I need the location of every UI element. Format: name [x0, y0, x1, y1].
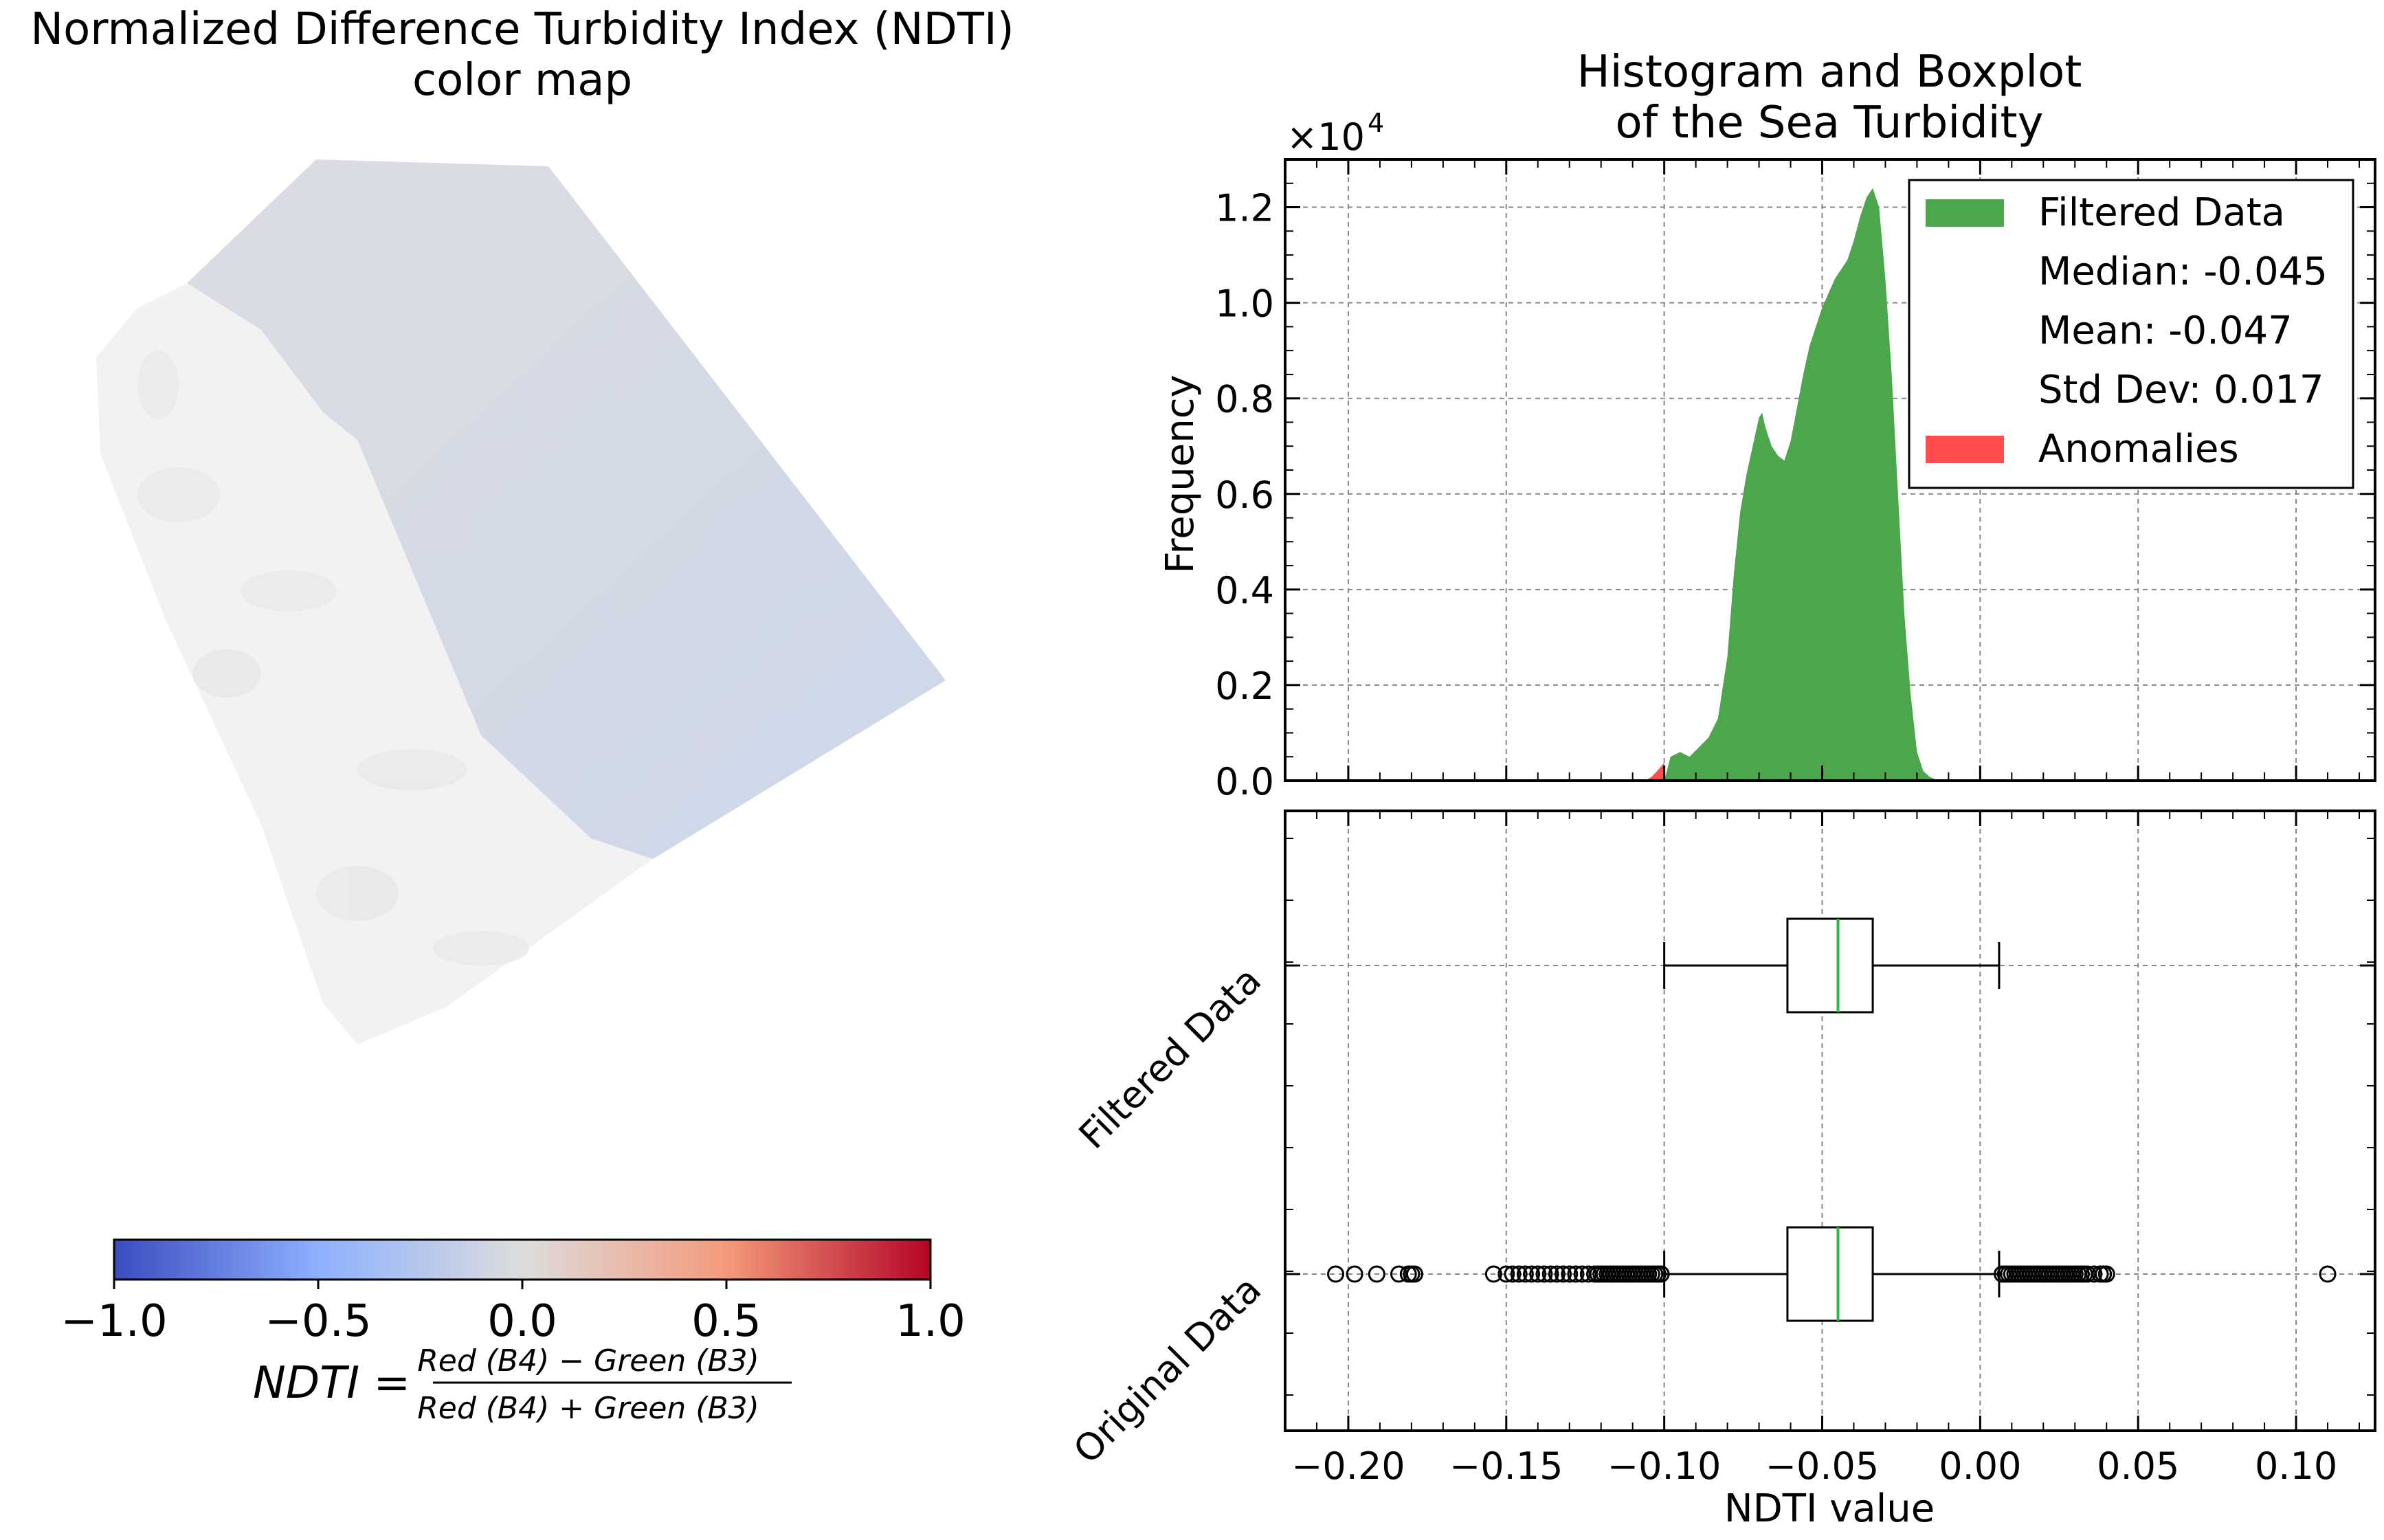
hist-y-tick-label: 0.8 — [1215, 378, 1274, 421]
land-texture — [137, 350, 529, 966]
boxplot-frame — [1284, 810, 2376, 1432]
box-outlier-point — [1529, 1265, 1547, 1283]
box-category-label: Filtered Data — [1071, 959, 1269, 1157]
legend-swatch-filtered — [1926, 199, 2004, 227]
box-outlier-point — [2085, 1265, 2103, 1283]
colorbar-tick-label: 0.5 — [691, 1296, 761, 1347]
sea-area — [187, 159, 946, 859]
chart-title-line2: of the Sea Turbidity — [1616, 98, 2044, 148]
colorbar-tick-label: 1.0 — [895, 1296, 966, 1347]
formula-lhs: NDTI = — [253, 1358, 410, 1409]
legend-swatch-anomalies — [1926, 436, 2004, 463]
box-iqr — [1786, 917, 1874, 1014]
x-tick-label: 0.00 — [1939, 1444, 2021, 1488]
box-outlier-point — [1561, 1265, 1579, 1283]
boxplot-grid — [1285, 811, 2375, 1431]
histogram-bars — [1645, 188, 1943, 781]
map-title-line1: Normalized Difference Turbidity Index (N… — [30, 4, 1014, 55]
y-multiplier: ×10 4 — [1286, 108, 1384, 159]
x-tick-label: −0.10 — [1607, 1444, 1721, 1488]
x-tick-label: −0.15 — [1449, 1444, 1563, 1488]
box-outlier-point — [1567, 1265, 1585, 1283]
legend-mean-label: Mean: -0.047 — [2038, 309, 2293, 353]
ndti-formula: NDTI = Red (B4) − Green (B3) Red (B4) + … — [253, 1343, 792, 1426]
box-outlier-point — [1327, 1265, 1345, 1283]
box-outlier-point — [1368, 1265, 1385, 1283]
hist-y-tick-label: 0.2 — [1215, 665, 1274, 708]
colorbar-tick-label: −1.0 — [60, 1296, 167, 1347]
hist-y-tick-label: 1.2 — [1215, 187, 1274, 230]
box-outlier-point — [1346, 1265, 1363, 1283]
boxplot-marks — [1327, 917, 2337, 1322]
chart-title-line1: Histogram and Boxplot — [1577, 47, 2082, 98]
box-outlier-point — [1497, 1265, 1515, 1283]
colorbar-tick-label: 0.0 — [487, 1296, 557, 1347]
box-outlier-point — [2319, 1265, 2337, 1283]
land-area — [96, 283, 653, 1045]
x-tick-label: −0.05 — [1765, 1444, 1879, 1488]
formula-numerator: Red (B4) − Green (B3) — [417, 1343, 759, 1379]
colorbar-tick-label: −0.5 — [265, 1296, 371, 1347]
box-outlier-point — [1548, 1265, 1566, 1283]
anomalies-area — [1645, 762, 1664, 781]
x-tick-label: 0.10 — [2255, 1444, 2337, 1488]
y-multiplier-exponent: 4 — [1368, 108, 1384, 138]
colorbar-gradient — [113, 1238, 932, 1281]
map-title-line2: color map — [412, 55, 632, 106]
histogram-frame — [1284, 158, 2376, 782]
box-outlier-point — [1652, 1265, 1670, 1283]
box-outlier-point — [1484, 1265, 1502, 1283]
legend: Filtered Data Median: -0.045 Mean: -0.04… — [1908, 179, 2354, 489]
box-outlier-point — [1555, 1265, 1572, 1283]
x-tick-label: −0.20 — [1291, 1444, 1405, 1488]
hist-y-tick-label: 0.4 — [1215, 569, 1274, 612]
boxplot-y-ticks: Filtered Data Original Data — [1065, 838, 2375, 1472]
filtered-data-area — [1664, 188, 1943, 781]
y-multiplier-base: ×10 — [1286, 115, 1365, 159]
box-category-label: Original Data — [1065, 1268, 1269, 1472]
box-outlier-point — [2097, 1265, 2115, 1283]
x-tick-label: 0.05 — [2097, 1444, 2179, 1488]
hist-y-tick-label: 0.0 — [1215, 760, 1274, 803]
y-axis-label: Frequency — [1158, 375, 1203, 573]
ndti-map — [96, 159, 946, 1045]
hist-y-tick-label: 1.0 — [1215, 282, 1274, 326]
colorbar-ticks: −1.0 −0.5 0.0 0.5 1.0 — [60, 1280, 966, 1347]
box-outlier-point — [1523, 1265, 1541, 1283]
box-iqr — [1786, 1226, 1874, 1322]
legend-std-label: Std Dev: 0.017 — [2038, 368, 2324, 412]
x-axis-label: NDTI value — [1724, 1486, 1935, 1531]
box-outlier-point — [1504, 1265, 1522, 1283]
box-outlier-point — [1405, 1265, 1423, 1283]
boxplot-x-ticks: −0.20 −0.15 −0.10 −0.05 0.00 0.05 0.10 — [1284, 811, 2361, 1488]
legend-filtered-label: Filtered Data — [2038, 190, 2285, 235]
box-outlier-point — [1535, 1265, 1553, 1283]
formula-denominator: Red (B4) + Green (B3) — [417, 1391, 759, 1426]
legend-median-label: Median: -0.045 — [2038, 249, 2328, 294]
hist-y-tick-label: 0.6 — [1215, 473, 1274, 517]
legend-anomalies-label: Anomalies — [2038, 427, 2239, 471]
box-outlier-point — [1516, 1265, 1534, 1283]
box-outlier-point — [1510, 1265, 1528, 1283]
histogram-y-ticks: 0.0 0.2 0.4 0.6 0.8 1.0 1.2 — [1215, 159, 2375, 803]
colorbar: −1.0 −0.5 0.0 0.5 1.0 — [60, 1238, 966, 1347]
box-outlier-point — [1541, 1265, 1559, 1283]
